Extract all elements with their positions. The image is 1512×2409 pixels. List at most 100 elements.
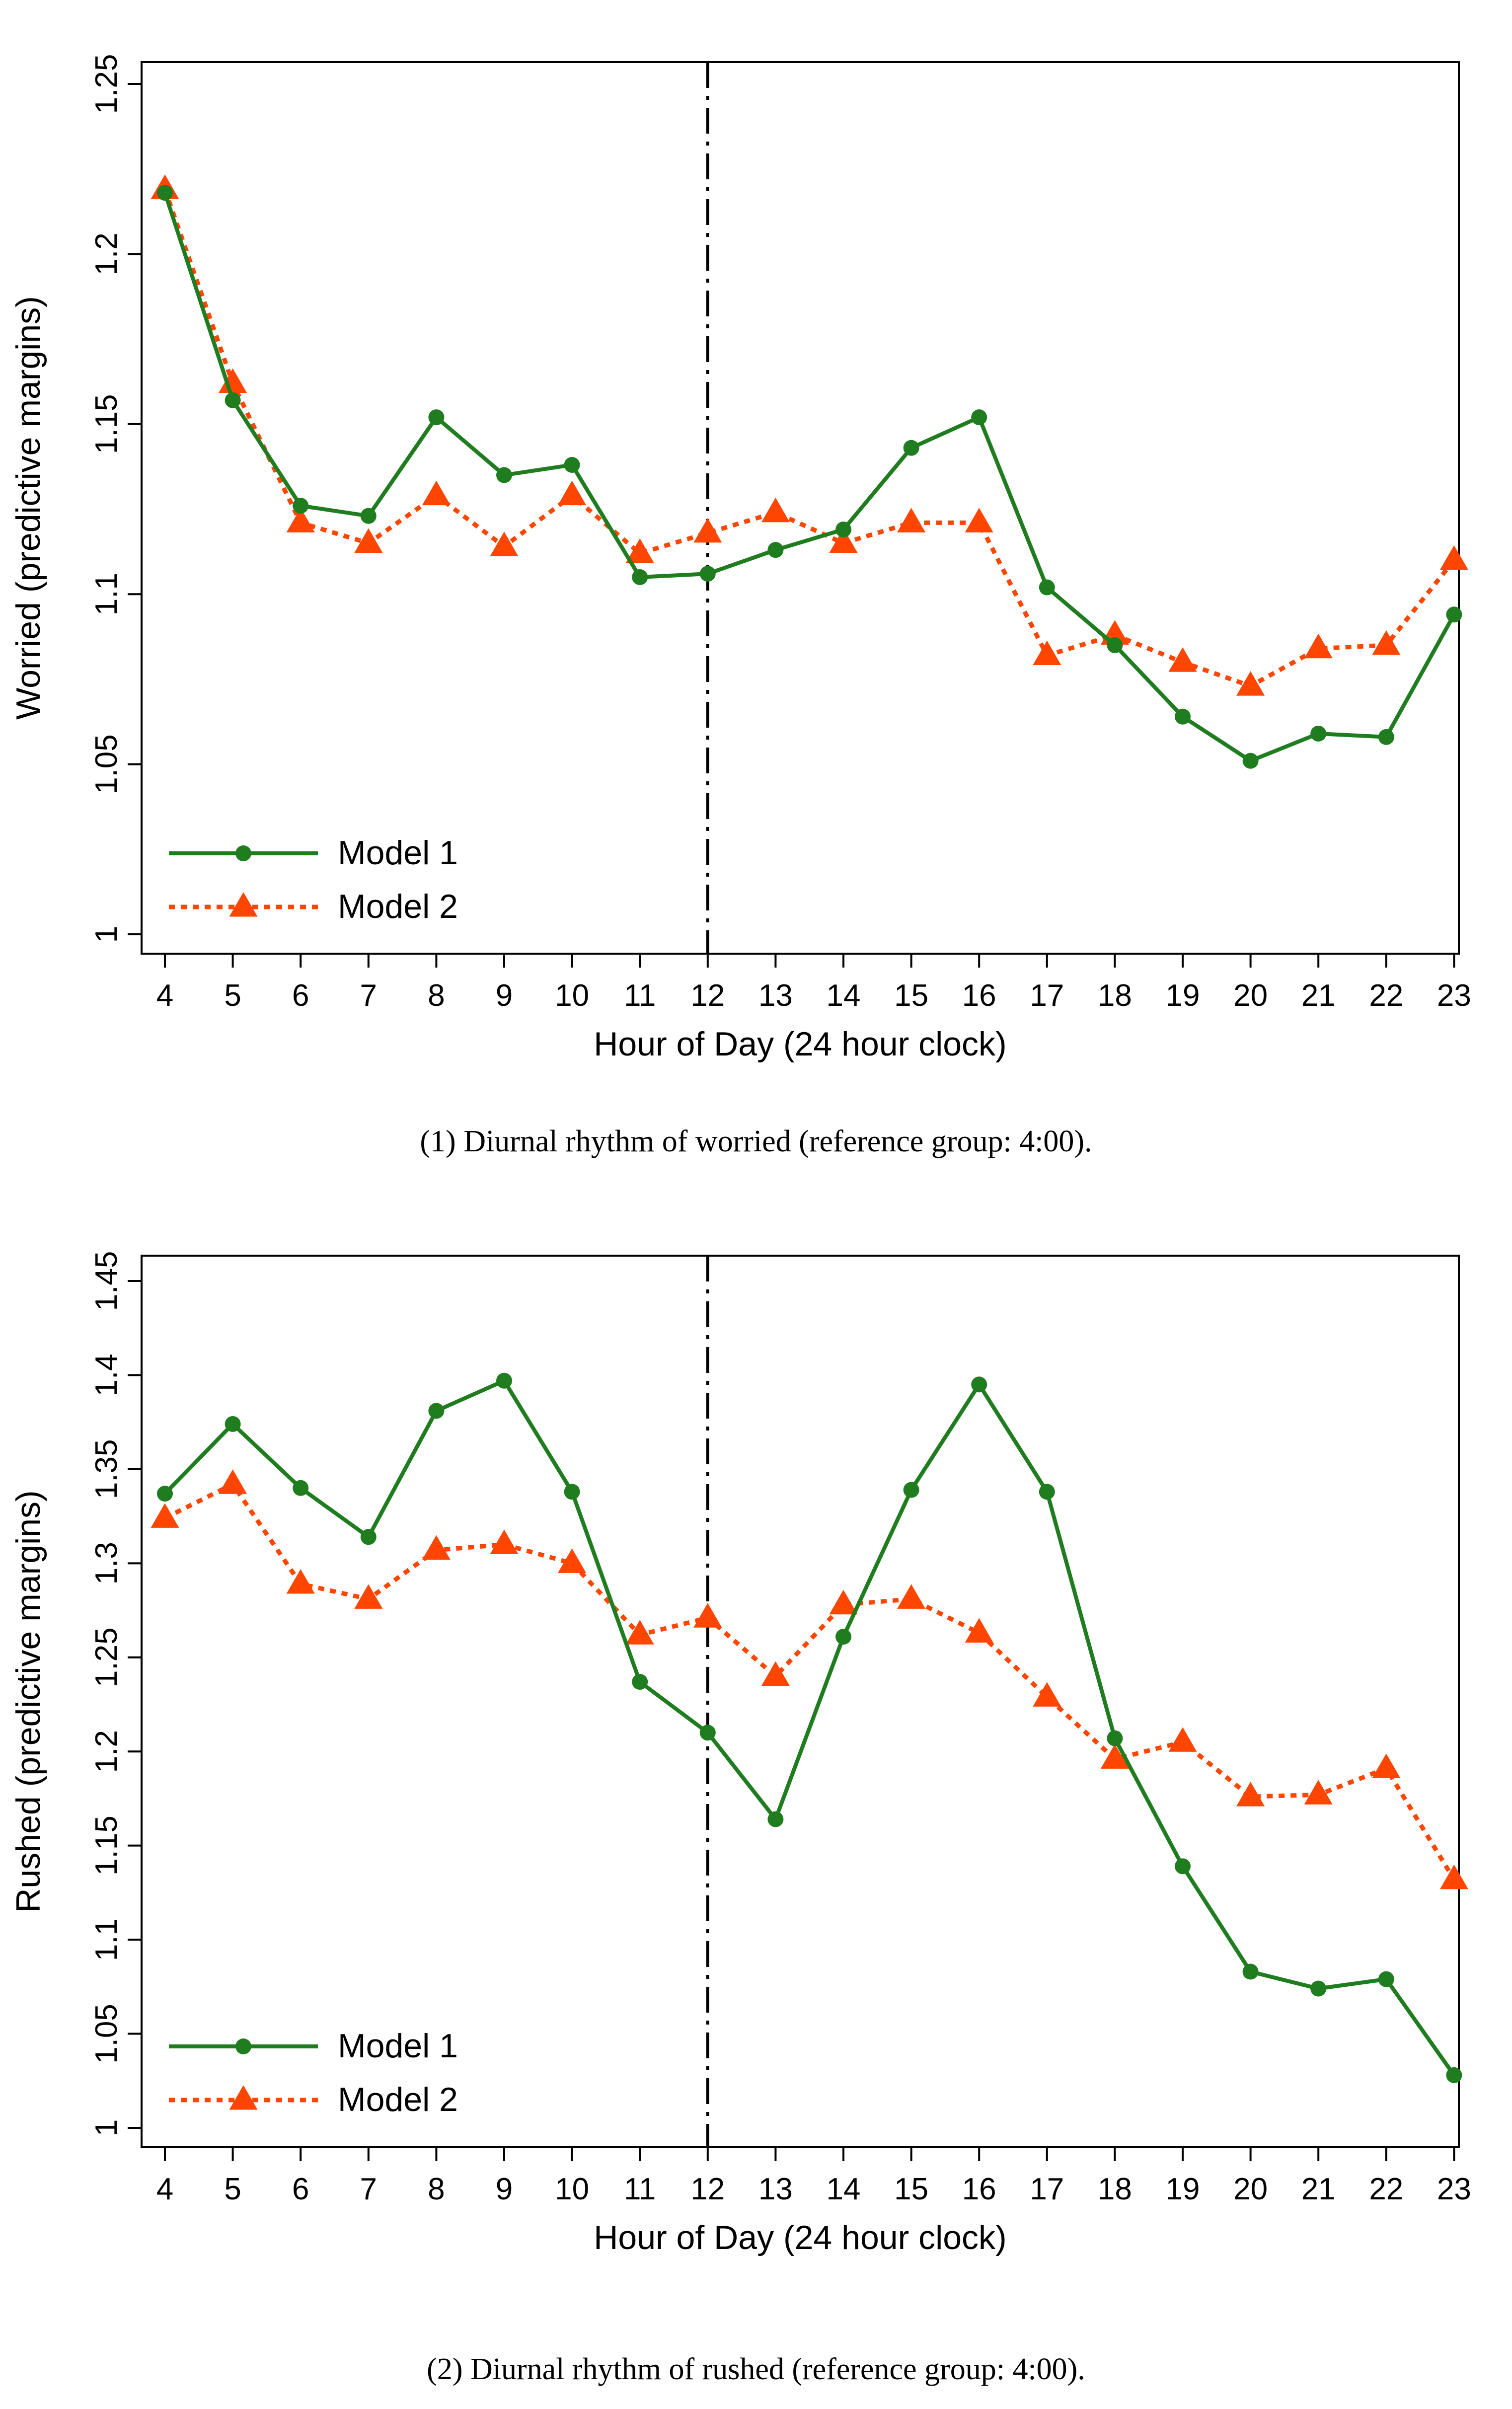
- data-point: [965, 1618, 993, 1643]
- legend-label: Model 2: [338, 2081, 458, 2118]
- data-point: [699, 1725, 716, 1741]
- data-point: [971, 1376, 987, 1393]
- legend-item-model-2: Model 2: [169, 888, 458, 925]
- data-point: [1168, 1727, 1197, 1752]
- data-point: [564, 1484, 580, 1500]
- data-point: [1039, 1484, 1055, 1500]
- data-point: [761, 497, 790, 523]
- data-point: [835, 1629, 851, 1645]
- series-line: [163, 1378, 1456, 2077]
- data-point: [225, 392, 241, 408]
- data-point: [490, 1529, 519, 1554]
- x-tick-label: 12: [690, 979, 725, 1013]
- data-point: [496, 467, 512, 483]
- data-point: [422, 480, 451, 506]
- series-line: [163, 1482, 1456, 1881]
- x-tick-label: 13: [758, 979, 793, 1013]
- chart-worried: 1 1.05 1.1 1.15 1.2 1.25 4 5 6 7 8 9 10 11 12 13 14 15 16 1…: [9, 54, 1471, 1158]
- x-tick-label: 16: [962, 979, 996, 1013]
- y-tick-label: 1: [89, 2119, 124, 2136]
- series-model-1: [157, 185, 1462, 769]
- data-point: [897, 508, 926, 532]
- data-point: [1446, 606, 1462, 623]
- data-point: [699, 566, 716, 582]
- y-tick-label: 1.05: [89, 2004, 124, 2064]
- data-point: [1107, 1730, 1123, 1746]
- x-tick-label: 11: [624, 979, 656, 1013]
- series-line: [162, 188, 1456, 688]
- data-point: [1378, 729, 1394, 745]
- data-point: [1304, 633, 1333, 659]
- x-tick-label: 22: [1369, 2172, 1403, 2206]
- x-tick-label: 4: [156, 979, 173, 1013]
- x-tick-label: 15: [894, 979, 928, 1013]
- plot-frame: [141, 1255, 1460, 2148]
- plot-frame: [141, 61, 1460, 955]
- data-point: [1310, 725, 1327, 742]
- x-tick-label: 13: [758, 2172, 793, 2206]
- series-model-1: [157, 1372, 1462, 2083]
- y-tick-label: 1.35: [89, 1439, 124, 1500]
- series-line: [163, 192, 1456, 763]
- data-point: [829, 1589, 858, 1615]
- y-tick-label: 1.05: [89, 734, 124, 794]
- y-axis-label: Worried (predictive margins): [9, 296, 47, 720]
- x-axis-label: Hour of Day (24 hour clock): [594, 2219, 1006, 2257]
- x-tick-label: 9: [496, 979, 513, 1013]
- y-tick-label: 1.4: [89, 1354, 124, 1396]
- y-tick-label: 1.45: [89, 1251, 124, 1311]
- data-point: [1439, 1864, 1468, 1889]
- x-tick-label: 19: [1166, 979, 1200, 1013]
- data-point: [490, 531, 519, 556]
- data-point: [1175, 708, 1191, 725]
- x-tick-label: 11: [624, 2172, 656, 2206]
- legend-marker: [235, 845, 251, 861]
- legend-item-model-1: Model 1: [169, 834, 458, 872]
- data-point: [354, 1584, 383, 1609]
- y-tick-label: 1.15: [89, 1815, 124, 1876]
- x-tick-label: 10: [555, 2172, 589, 2206]
- x-tick-label: 18: [1098, 2172, 1132, 2206]
- data-point: [1236, 671, 1265, 696]
- data-point: [1242, 1963, 1259, 1980]
- legend-marker: [235, 2038, 251, 2054]
- x-tick-label: 20: [1233, 2172, 1268, 2206]
- data-point: [1039, 579, 1055, 596]
- data-point: [225, 1416, 241, 1432]
- legend-marker: [229, 2085, 258, 2110]
- legend-marker: [229, 892, 258, 917]
- x-tick-label: 14: [827, 2172, 861, 2206]
- data-point: [903, 440, 919, 456]
- data-point: [422, 1535, 451, 1560]
- x-tick-label: 17: [1030, 979, 1064, 1013]
- x-tick-label: 23: [1437, 2172, 1471, 2206]
- data-point: [1033, 1682, 1061, 1707]
- data-point: [1175, 1858, 1191, 1875]
- data-point: [835, 522, 851, 538]
- data-point: [1100, 1744, 1129, 1769]
- x-tick-label: 20: [1233, 979, 1268, 1013]
- data-point: [1107, 637, 1123, 653]
- x-tick-label: 22: [1369, 979, 1403, 1013]
- data-point: [157, 185, 173, 201]
- data-point: [693, 1603, 722, 1628]
- x-tick-label: 8: [428, 2172, 445, 2206]
- data-point: [564, 456, 580, 473]
- data-point: [293, 1480, 309, 1496]
- data-point: [1446, 2067, 1462, 2083]
- x-tick-label: 5: [224, 979, 241, 1013]
- y-tick-label: 1.15: [89, 394, 124, 454]
- legend: Model 1 Model 2: [169, 834, 458, 925]
- x-tick-label: 23: [1437, 979, 1471, 1013]
- data-point: [965, 508, 993, 532]
- y-tick-label: 1: [89, 926, 124, 943]
- x-tick-label: 14: [827, 979, 861, 1013]
- legend-item-model-1: Model 1: [169, 2027, 458, 2065]
- data-point: [632, 1674, 648, 1690]
- data-point: [971, 409, 987, 426]
- data-point: [428, 409, 445, 426]
- legend-label: Model 1: [338, 2027, 458, 2065]
- data-point: [1033, 640, 1061, 665]
- data-point: [558, 480, 587, 506]
- data-point: [632, 569, 648, 585]
